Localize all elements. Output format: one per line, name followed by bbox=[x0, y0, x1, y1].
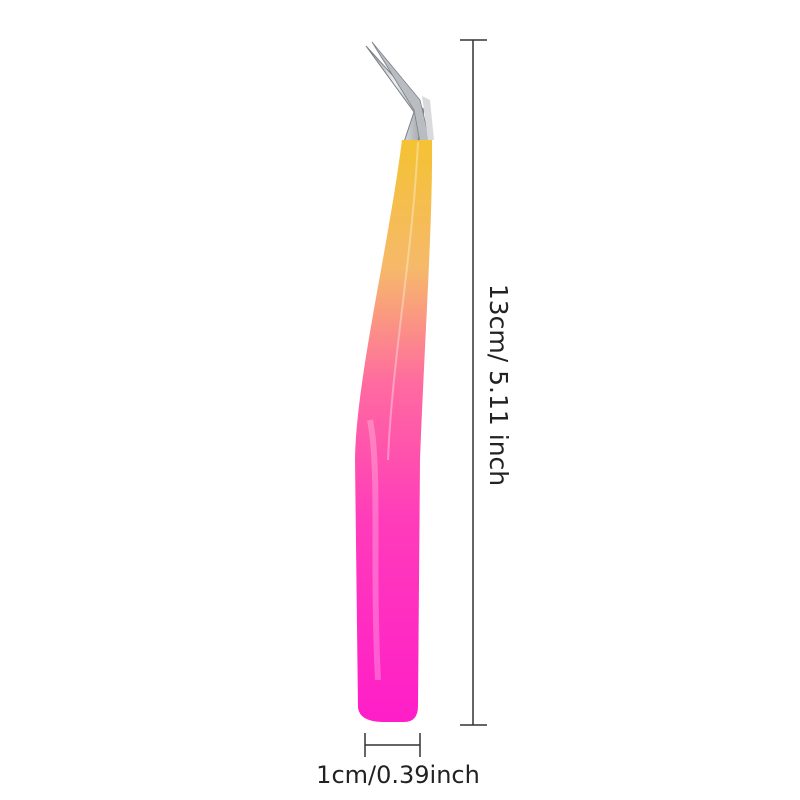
tweezers-icon bbox=[355, 41, 434, 722]
tweezer-arm-seam bbox=[387, 141, 419, 461]
length-label: 13cm/ 5.11 inch bbox=[484, 284, 513, 486]
width-dimension: 1cm/0.39inch bbox=[316, 733, 480, 789]
width-label: 1cm/0.39inch bbox=[316, 761, 480, 789]
tweezer-handle bbox=[355, 140, 433, 722]
tweezer-tip-back-arm bbox=[422, 96, 434, 140]
length-dimension: 13cm/ 5.11 inch bbox=[460, 39, 513, 726]
